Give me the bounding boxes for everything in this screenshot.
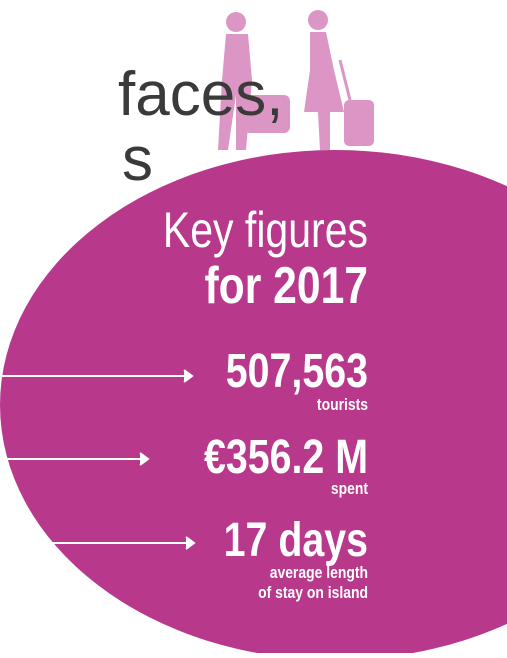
figure-caption: spent <box>331 480 368 499</box>
figure-caption: average length <box>270 564 368 583</box>
figure-caption: of stay on island <box>258 584 368 603</box>
figure-value: 507,563 <box>226 344 368 398</box>
figure-value: €356.2 M <box>204 430 368 484</box>
heading-line: s <box>122 125 153 194</box>
key-figures-title: Key figures <box>163 202 368 258</box>
figure-value: 17 days <box>224 513 368 567</box>
key-figures-subtitle: for 2017 <box>204 257 368 315</box>
heading-line: faces, <box>118 60 283 129</box>
key-figures: Key figures for 2017 507,563 tourists €3… <box>163 202 368 602</box>
travellers-illustration <box>218 10 374 150</box>
figure-caption: tourists <box>317 396 368 415</box>
arrows <box>0 369 196 550</box>
magenta-ellipse <box>0 150 507 658</box>
